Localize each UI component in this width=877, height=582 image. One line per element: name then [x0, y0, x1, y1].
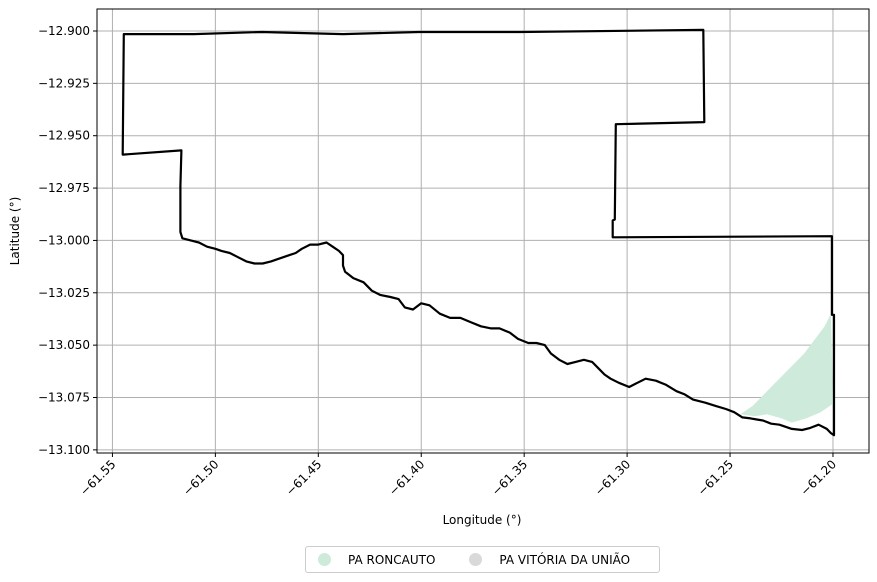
y-tick-label: −12.900	[38, 24, 90, 38]
y-tick-label: −13.100	[38, 443, 90, 457]
x-axis-title: Longitude (°)	[443, 513, 522, 527]
legend-label-roncauto: PA RONCAUTO	[348, 552, 436, 567]
y-tick-label: −13.050	[38, 338, 90, 352]
legend-marker-vitoria-da-uniao	[469, 553, 483, 566]
grid	[97, 9, 869, 453]
y-tick-label: −12.950	[38, 129, 90, 143]
legend-item-vitoria-da-uniao: PA VITÓRIA DA UNIÃO	[469, 553, 630, 567]
y-tick-label: −13.075	[38, 391, 90, 405]
plot-frame	[96, 8, 870, 454]
y-tick-label: −13.025	[38, 286, 90, 300]
legend: PA RONCAUTO PA VITÓRIA DA UNIÃO	[305, 546, 660, 573]
boundary-pa-vitoria-da-uniao	[121, 28, 836, 437]
map-shapes	[121, 28, 836, 437]
y-axis: −12.900 −12.925 −12.950 −12.975 −13.000 −13.0…	[38, 24, 97, 457]
legend-item-roncauto: PA RONCAUTO	[318, 553, 435, 567]
y-tick-label: −13.000	[38, 233, 90, 247]
y-tick-label: −12.975	[38, 181, 90, 195]
legend-label-vitoria-da-uniao: PA VITÓRIA DA UNIÃO	[499, 552, 631, 567]
y-axis-title: Latitude (°)	[8, 197, 22, 266]
area-pa-roncauto	[740, 313, 833, 423]
y-tick-label: −12.925	[38, 76, 90, 90]
legend-marker-roncauto	[318, 553, 331, 566]
